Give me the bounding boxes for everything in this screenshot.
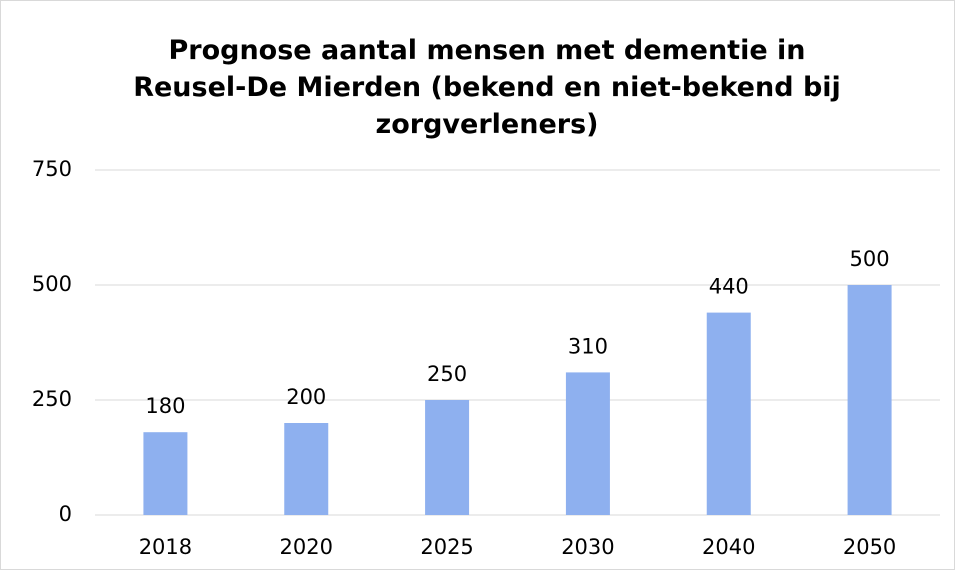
chart-title: Prognose aantal mensen met dementie in R… <box>133 35 841 140</box>
x-tick-label: 2018 <box>139 535 192 559</box>
x-tick-label: 2020 <box>280 535 333 559</box>
data-label: 250 <box>427 362 467 386</box>
data-label: 440 <box>709 275 749 299</box>
bar <box>425 400 470 515</box>
x-tick-label: 2050 <box>843 535 896 559</box>
bar <box>284 423 329 515</box>
y-tick-label: 750 <box>32 157 72 181</box>
x-tick-label: 2040 <box>702 535 755 559</box>
y-tick-label: 250 <box>32 387 72 411</box>
bar <box>706 312 751 515</box>
data-label: 310 <box>568 334 608 358</box>
data-label: 180 <box>145 394 185 418</box>
data-label: 500 <box>850 247 890 271</box>
y-tick-label: 500 <box>32 272 72 296</box>
bar <box>143 432 188 515</box>
y-tick-label: 0 <box>59 502 72 526</box>
data-label: 200 <box>286 385 326 409</box>
x-tick-label: 2025 <box>420 535 473 559</box>
bar <box>847 285 892 515</box>
x-tick-label: 2030 <box>561 535 614 559</box>
bar <box>565 372 610 515</box>
